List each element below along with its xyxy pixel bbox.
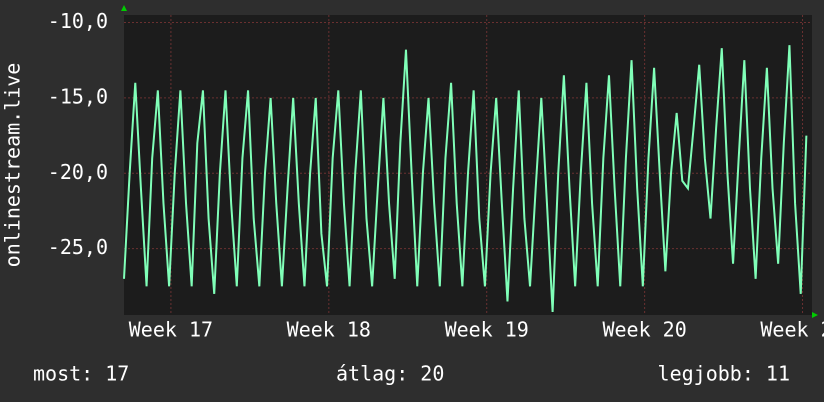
- stat-best: legjobb: 11: [658, 362, 790, 386]
- x-arrow: [812, 312, 818, 318]
- y-tick-label: -20,0: [48, 160, 108, 184]
- x-tick-label: Week 18: [287, 318, 371, 342]
- x-tick-label: Week 20: [602, 318, 686, 342]
- y-arrow: [121, 5, 127, 11]
- stat-average: átlag: 20: [336, 362, 444, 386]
- stat-current: most: 17: [33, 362, 129, 386]
- x-tick-label: Week 17: [129, 318, 213, 342]
- x-tick-label: Week 19: [445, 318, 529, 342]
- y-tick-label: -15,0: [48, 84, 108, 108]
- data-line: [123, 45, 808, 313]
- x-tick-label: Week 21: [760, 318, 824, 342]
- y-tick-label: -10,0: [48, 9, 108, 33]
- y-tick-label: -25,0: [48, 235, 108, 259]
- plot: [123, 45, 808, 313]
- y-axis-label: onlinestream.live: [1, 63, 25, 268]
